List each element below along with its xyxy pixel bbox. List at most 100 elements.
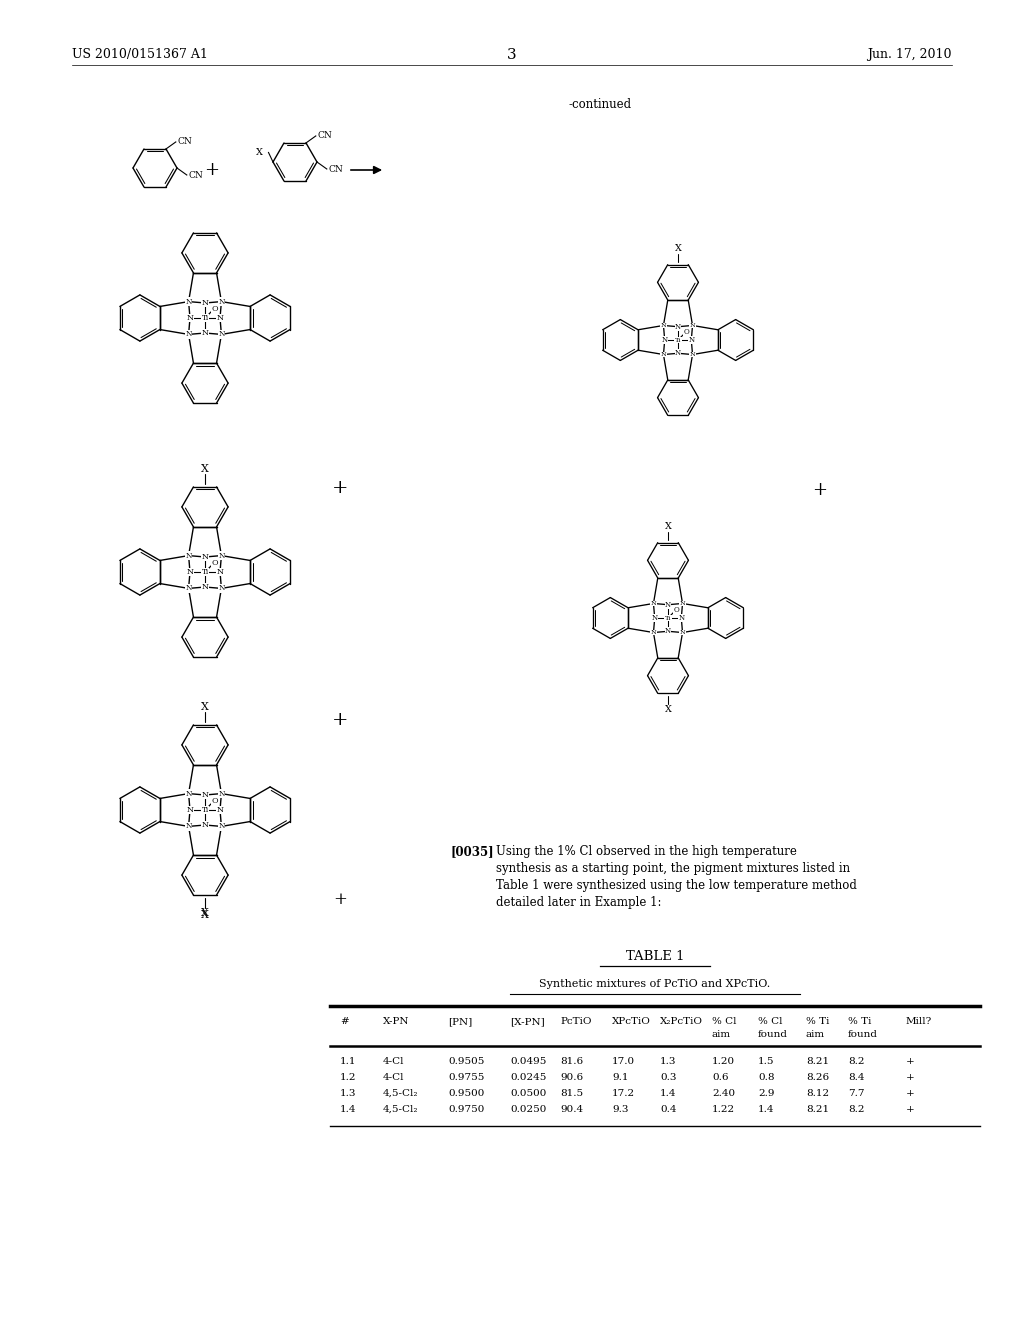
Text: X-PN: X-PN [383, 1016, 410, 1026]
Text: N: N [218, 297, 224, 306]
Text: US 2010/0151367 A1: US 2010/0151367 A1 [72, 48, 208, 61]
Text: 8.2: 8.2 [848, 1105, 864, 1114]
Text: XPcTiO: XPcTiO [612, 1016, 651, 1026]
Text: % Cl: % Cl [758, 1016, 782, 1026]
Text: +: + [333, 891, 347, 908]
Text: N: N [202, 821, 209, 829]
Text: 0.8: 0.8 [758, 1073, 774, 1082]
Text: CN: CN [329, 165, 343, 173]
Text: 17.2: 17.2 [612, 1089, 635, 1098]
Text: N: N [650, 601, 656, 606]
Text: +: + [332, 711, 348, 729]
Text: 0.0500: 0.0500 [510, 1089, 547, 1098]
Text: 8.21: 8.21 [806, 1105, 829, 1114]
Text: N: N [185, 330, 191, 338]
Text: O: O [211, 305, 218, 313]
Text: [0035]: [0035] [450, 845, 494, 858]
Text: +: + [205, 161, 219, 180]
Text: % Ti: % Ti [806, 1016, 829, 1026]
Text: 1.4: 1.4 [340, 1105, 356, 1114]
Text: found: found [848, 1030, 878, 1039]
Text: 0.9755: 0.9755 [449, 1073, 484, 1082]
Text: N: N [218, 330, 224, 338]
Text: N: N [665, 627, 671, 635]
Text: N: N [690, 323, 695, 327]
Text: X: X [201, 702, 209, 711]
Text: 1.4: 1.4 [758, 1105, 774, 1114]
Text: 1.3: 1.3 [660, 1057, 677, 1067]
Text: O: O [674, 606, 679, 614]
Text: 7.7: 7.7 [848, 1089, 864, 1098]
Text: N: N [185, 822, 191, 830]
Text: N: N [202, 329, 209, 337]
Text: N: N [680, 630, 685, 635]
Text: PcTiO: PcTiO [560, 1016, 592, 1026]
Text: 1.20: 1.20 [712, 1057, 735, 1067]
Text: 81.5: 81.5 [560, 1089, 583, 1098]
Text: 0.4: 0.4 [660, 1105, 677, 1114]
Text: 9.1: 9.1 [612, 1073, 629, 1082]
Text: N: N [202, 791, 209, 799]
Text: N: N [675, 322, 681, 331]
Text: Jun. 17, 2010: Jun. 17, 2010 [867, 48, 952, 61]
Text: X: X [675, 244, 681, 253]
Text: +: + [906, 1057, 914, 1067]
Text: 90.6: 90.6 [560, 1073, 583, 1082]
Text: 3: 3 [507, 48, 517, 62]
Text: 4-Cl: 4-Cl [383, 1057, 404, 1067]
Text: N: N [218, 789, 224, 797]
Text: 4-Cl: 4-Cl [383, 1073, 404, 1082]
Text: O: O [683, 327, 689, 335]
Text: X: X [665, 705, 672, 714]
Text: 90.4: 90.4 [560, 1105, 583, 1114]
Text: 81.6: 81.6 [560, 1057, 583, 1067]
Text: CN: CN [178, 137, 193, 147]
Text: 0.3: 0.3 [660, 1073, 677, 1082]
Text: N: N [216, 807, 223, 814]
Text: 0.9750: 0.9750 [449, 1105, 484, 1114]
Text: N: N [185, 585, 191, 593]
Text: % Ti: % Ti [848, 1016, 871, 1026]
Text: N: N [665, 601, 671, 609]
Text: 4,5-Cl₂: 4,5-Cl₂ [383, 1105, 419, 1114]
Text: N: N [185, 297, 191, 306]
Text: 0.0245: 0.0245 [510, 1073, 547, 1082]
Text: Mill?: Mill? [906, 1016, 932, 1026]
Text: +: + [332, 479, 348, 498]
Text: Ti: Ti [202, 568, 209, 576]
Text: N: N [660, 323, 667, 327]
Text: X: X [201, 465, 209, 474]
Text: N: N [216, 314, 223, 322]
Text: N: N [202, 583, 209, 591]
Text: 8.12: 8.12 [806, 1089, 829, 1098]
Text: X: X [256, 148, 262, 157]
Text: +: + [906, 1089, 914, 1098]
Text: 8.26: 8.26 [806, 1073, 829, 1082]
Text: N: N [218, 822, 224, 830]
Text: Using the 1% Cl observed in the high temperature: Using the 1% Cl observed in the high tem… [496, 845, 797, 858]
Text: 9.3: 9.3 [612, 1105, 629, 1114]
Text: TABLE 1: TABLE 1 [626, 950, 684, 964]
Text: X: X [665, 523, 672, 532]
Text: Ti: Ti [675, 338, 681, 342]
Text: N: N [688, 337, 694, 345]
Text: 0.6: 0.6 [712, 1073, 728, 1082]
Text: N: N [186, 314, 194, 322]
Text: +: + [812, 480, 827, 499]
Text: 4,5-Cl₂: 4,5-Cl₂ [383, 1089, 419, 1098]
Text: +: + [906, 1105, 914, 1114]
Text: [PN]: [PN] [449, 1016, 472, 1026]
Text: CN: CN [317, 132, 333, 140]
Text: detailed later in Example 1:: detailed later in Example 1: [496, 896, 662, 909]
Text: #: # [340, 1016, 349, 1026]
Text: 2.40: 2.40 [712, 1089, 735, 1098]
Text: N: N [680, 601, 685, 606]
Text: aim: aim [712, 1030, 731, 1039]
Text: 1.2: 1.2 [340, 1073, 356, 1082]
Text: CN: CN [188, 170, 204, 180]
Text: 8.2: 8.2 [848, 1057, 864, 1067]
Text: 17.0: 17.0 [612, 1057, 635, 1067]
Text: 8.4: 8.4 [848, 1073, 864, 1082]
Text: X: X [201, 909, 209, 920]
Text: Ti: Ti [202, 807, 209, 814]
